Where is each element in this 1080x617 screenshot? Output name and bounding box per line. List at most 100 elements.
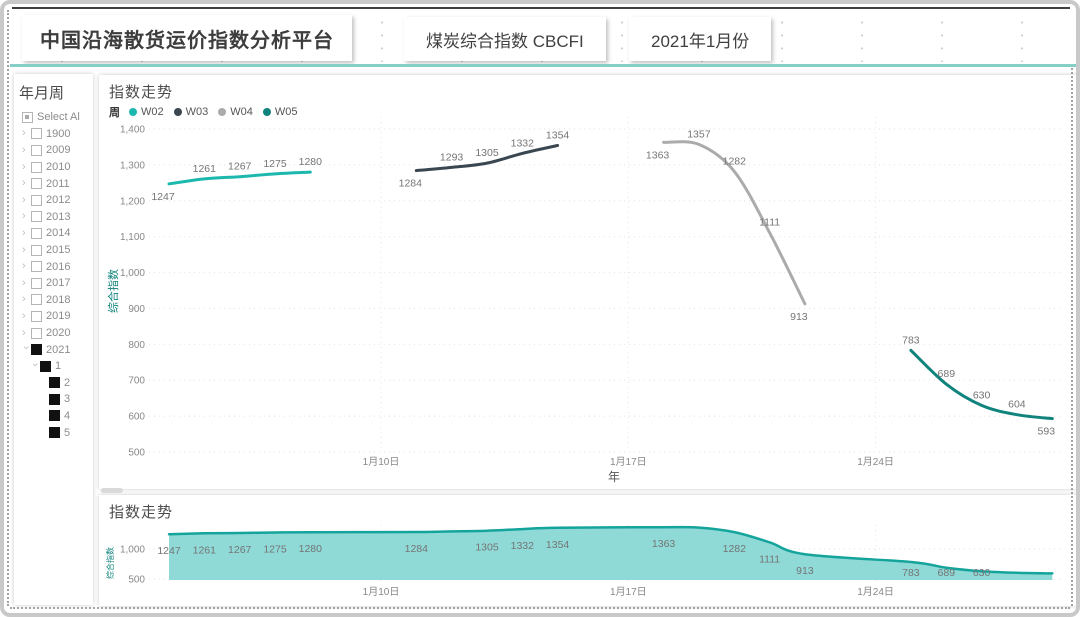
slicer-item-2011[interactable]: › 2011 [14, 175, 93, 192]
y-axis-title: 综合指数 [106, 269, 120, 313]
slicer-item-2014[interactable]: › 2014 [14, 225, 93, 242]
legend-item-W04[interactable]: W04 [218, 106, 253, 118]
data-label: 783 [902, 567, 920, 579]
legend-dot-icon [218, 108, 227, 116]
slicer-item-4[interactable]: 4 [14, 408, 93, 425]
data-label: 593 [1038, 426, 1056, 438]
slicer-item-2021[interactable]: › 2021 [14, 341, 93, 358]
data-label: 1354 [546, 539, 570, 551]
expand-arrow-icon[interactable]: › [22, 177, 26, 190]
legend-item-W03[interactable]: W03 [173, 106, 208, 118]
slicer-item-2[interactable]: 2 [14, 375, 93, 392]
checkbox-1[interactable] [40, 360, 51, 372]
expand-arrow-icon[interactable]: › [22, 160, 26, 173]
checkbox-2012[interactable] [31, 194, 42, 206]
slicer-item-2015[interactable]: › 2015 [14, 242, 93, 259]
index-type-button[interactable]: 煤炭综合指数 CBCFI [404, 17, 606, 61]
checkbox-2021[interactable] [31, 344, 42, 356]
data-label: 630 [973, 567, 991, 579]
select-all-row[interactable]: Select Al [14, 109, 93, 126]
visual-drag-handle[interactable] [101, 488, 123, 493]
checkbox-3[interactable] [49, 393, 60, 405]
slicer-item-label: 2009 [46, 144, 71, 157]
y-tick-label: 500 [128, 575, 145, 586]
data-label: 630 [973, 389, 991, 401]
slicer-item-label: 1900 [46, 127, 71, 140]
y-tick-label: 1,000 [120, 268, 145, 279]
expand-arrow-icon[interactable]: › [22, 293, 26, 306]
checkbox-5[interactable] [49, 427, 60, 439]
slicer-item-1900[interactable]: › 1900 [14, 126, 93, 143]
line-chart[interactable]: 1,400 1,300 1,200 1,100 1,000 900 800 700 600 500… [99, 75, 1077, 489]
data-label: 1261 [193, 544, 217, 556]
checkbox-1900[interactable] [31, 128, 42, 140]
collapse-arrow-icon[interactable]: › [29, 362, 42, 367]
expand-arrow-icon[interactable]: › [22, 143, 26, 156]
series-line-W04[interactable] [662, 140, 807, 306]
line-chart-title: 指数走势 [109, 84, 174, 101]
checkbox-2019[interactable] [31, 310, 42, 322]
legend-item-W02[interactable]: W02 [129, 106, 164, 118]
checkbox-2014[interactable] [31, 227, 42, 239]
data-label: 1293 [440, 151, 464, 163]
month-button[interactable]: 2021年1月份 [629, 17, 772, 61]
series-line-W03[interactable] [414, 144, 560, 173]
x-tick-label: 1月10日 [363, 456, 400, 468]
expand-arrow-icon[interactable]: › [22, 309, 26, 322]
slicer-item-label: 2016 [46, 260, 71, 273]
data-label: 604 [1008, 399, 1026, 411]
checkbox-2020[interactable] [31, 327, 42, 339]
y-tick-label: 600 [128, 412, 145, 423]
y-tick-label: 500 [128, 448, 145, 459]
expand-arrow-icon[interactable]: › [22, 243, 26, 256]
checkbox-2[interactable] [49, 377, 60, 389]
data-label: 1247 [157, 545, 181, 557]
checkbox-4[interactable] [49, 410, 60, 422]
area-chart[interactable]: 1,000 500 1月10日 1月17日 1月24日 1247 1261 1267 1275 1… [99, 495, 1077, 606]
expand-arrow-icon[interactable]: › [22, 210, 26, 223]
data-label: 1357 [687, 128, 711, 140]
expand-arrow-icon[interactable]: › [22, 326, 26, 339]
y-tick-label: 1,200 [120, 196, 145, 207]
select-all-checkbox[interactable] [22, 111, 33, 123]
slicer-item-2010[interactable]: › 2010 [14, 159, 93, 176]
checkbox-2017[interactable] [31, 277, 42, 289]
collapse-arrow-icon[interactable]: › [20, 346, 33, 350]
expand-arrow-icon[interactable]: › [22, 276, 26, 289]
canvas-bottom-dotted-edge [10, 607, 1070, 609]
slicer-item-2012[interactable]: › 2012 [14, 192, 93, 209]
slicer-item-2020[interactable]: › 2020 [14, 325, 93, 342]
expand-arrow-icon[interactable]: › [22, 193, 26, 206]
checkbox-2009[interactable] [31, 144, 42, 156]
legend-items: W02 W03 W04 W05 [129, 106, 298, 118]
checkbox-2011[interactable] [31, 178, 42, 190]
slicer-item-2009[interactable]: › 2009 [14, 142, 93, 159]
expand-arrow-icon[interactable]: › [22, 127, 26, 140]
checkbox-2013[interactable] [31, 211, 42, 223]
series-line-W02[interactable] [167, 170, 312, 186]
slicer-item-label: 2011 [46, 177, 70, 190]
slicer-item-2013[interactable]: › 2013 [14, 209, 93, 226]
y-tick-label: 1,100 [120, 232, 145, 243]
slicer-item-2016[interactable]: › 2016 [14, 258, 93, 275]
checkbox-2015[interactable] [31, 244, 42, 256]
teal-divider [10, 64, 1076, 67]
series-line-W05[interactable] [909, 348, 1054, 421]
expand-arrow-icon[interactable]: › [22, 226, 26, 239]
slicer-item-2018[interactable]: › 2018 [14, 292, 93, 309]
x-tick-label: 1月24日 [857, 586, 894, 598]
slicer-item-2017[interactable]: › 2017 [14, 275, 93, 292]
slicer-item-3[interactable]: 3 [14, 391, 93, 408]
area-fill[interactable] [169, 527, 1053, 580]
area-top-line[interactable] [167, 525, 1054, 575]
checkbox-2018[interactable] [31, 294, 42, 306]
checkbox-2016[interactable] [31, 261, 42, 273]
slicer-item-2019[interactable]: › 2019 [14, 308, 93, 325]
legend-item-W05[interactable]: W05 [262, 106, 298, 118]
slicer-item-1[interactable]: › 1 [14, 358, 93, 375]
expand-arrow-icon[interactable]: › [22, 260, 26, 273]
checkbox-2010[interactable] [31, 161, 42, 173]
legend-field-label: 周 [109, 107, 120, 119]
data-label: 1284 [399, 178, 423, 190]
slicer-item-5[interactable]: 5 [14, 424, 93, 441]
